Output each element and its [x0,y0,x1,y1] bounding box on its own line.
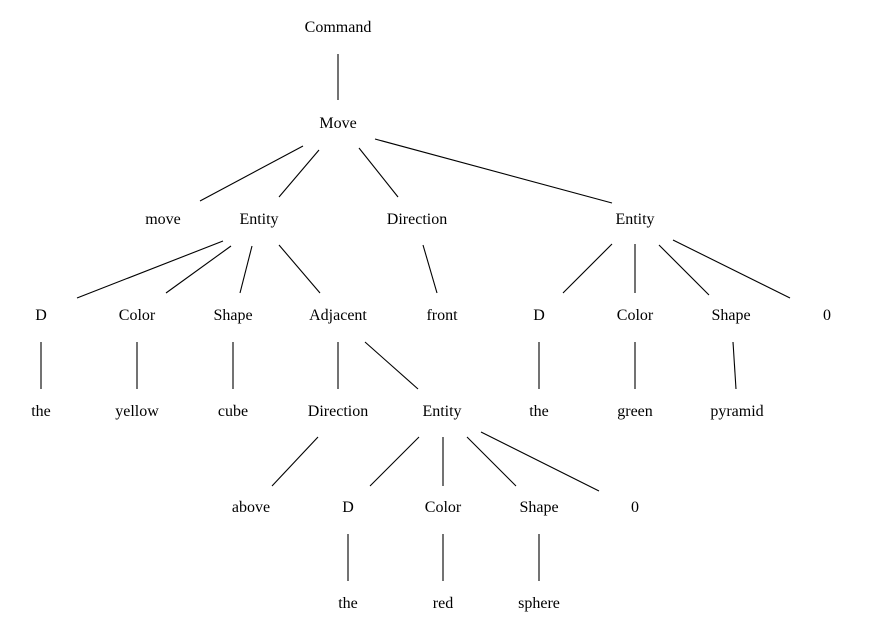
tree-edge-8 [278,244,321,294]
node-color-3: Color [424,499,462,516]
node-move: Move [319,115,357,132]
node-pyramid: pyramid [710,403,764,420]
node-green: green [617,403,653,420]
tree-edge-5 [76,240,224,299]
tree-edge-26 [480,431,600,492]
node-front: front [426,307,458,324]
node-command: Command [304,19,372,36]
node-direction-1: Direction [386,211,448,228]
tree-edge-3 [358,147,399,198]
node-above: above [231,499,271,516]
node-cube: cube [217,403,249,420]
tree-edge-23 [369,436,420,487]
node-sphere: sphere [518,595,560,612]
node-the-2: the [529,403,549,420]
node-the-1: the [31,403,51,420]
node-entity-2: Entity [615,211,655,228]
node-yellow: yellow [115,403,159,420]
node-d-2: D [533,307,545,324]
tree-edge-22 [271,436,319,487]
node-the-3: the [338,595,358,612]
node-color-2: Color [616,307,654,324]
tree-edge-2 [278,149,320,198]
node-d-1: D [35,307,47,324]
node-direction-2: Direction [307,403,369,420]
tree-edge-10 [562,243,613,294]
tree-edge-9 [422,244,438,294]
tree-edge-25 [466,436,517,487]
node-shape-1: Shape [213,307,253,324]
tree-edge-7 [239,245,253,294]
node-zero-1: 0 [823,307,831,324]
tree-edge-12 [658,244,710,296]
tree-edge-1 [199,145,304,202]
tree-edge-6 [165,245,232,294]
node-move-word: move [145,211,181,228]
node-entity-3: Entity [422,403,462,420]
node-d-3: D [342,499,354,516]
node-shape-2: Shape [711,307,751,324]
node-zero-2: 0 [631,499,639,516]
tree-edge-13 [672,239,791,299]
tree-edge-21 [732,341,737,390]
node-entity-1: Entity [239,211,279,228]
node-red: red [432,595,454,612]
tree-edge-18 [364,341,419,390]
node-adjacent: Adjacent [309,307,367,324]
node-color-1: Color [118,307,156,324]
node-shape-3: Shape [519,499,559,516]
tree-edge-4 [374,138,613,204]
